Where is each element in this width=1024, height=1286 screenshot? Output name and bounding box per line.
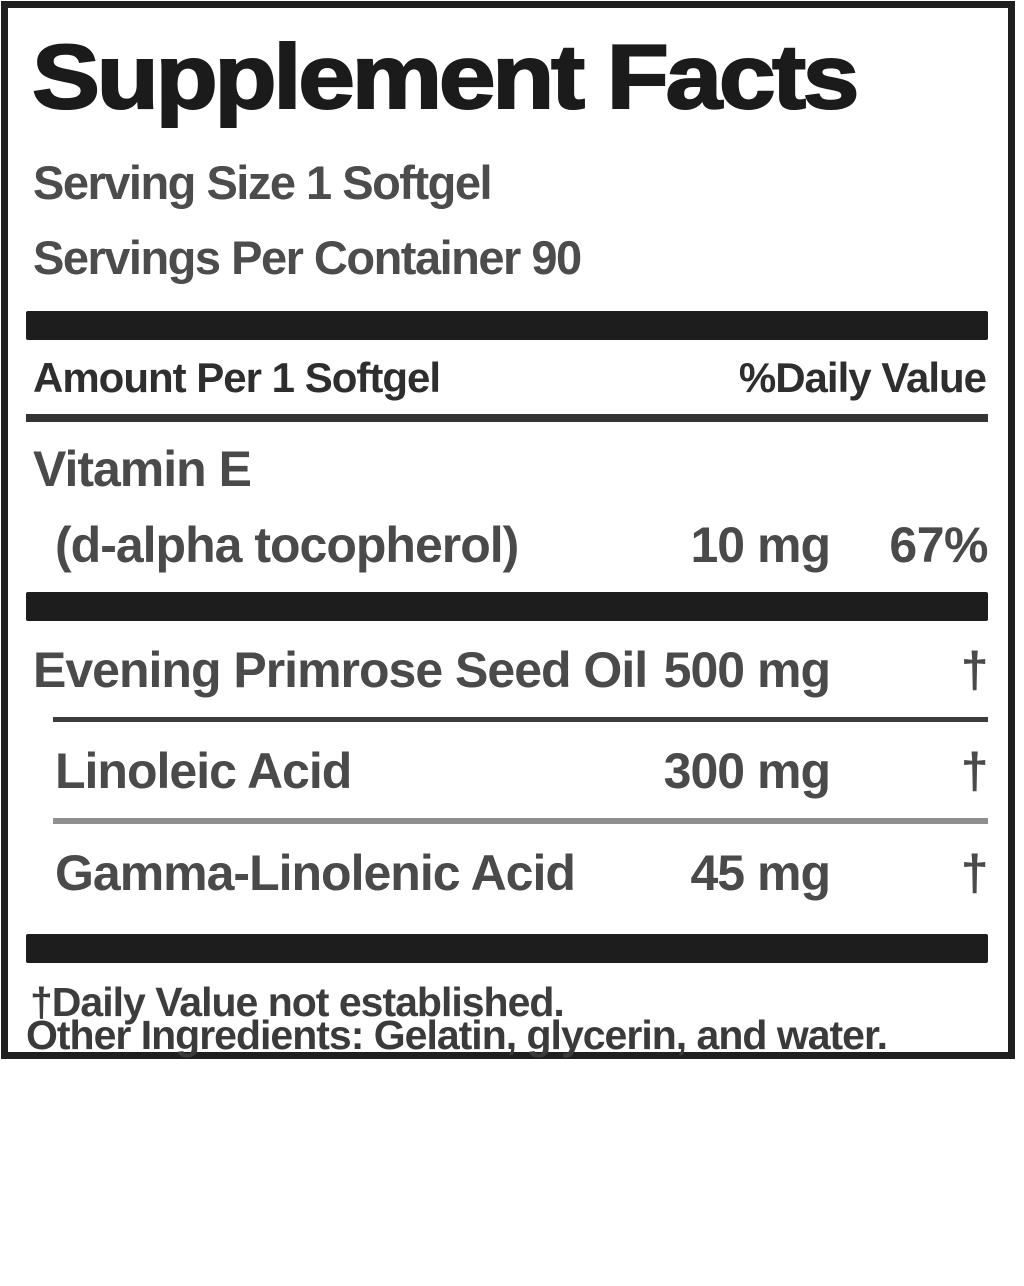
nutrient-name: Vitamin E (33, 441, 252, 497)
header-underline-rule (26, 414, 988, 422)
nutrient-name: Linoleic Acid (55, 743, 352, 799)
servings-per-container-line: Servings Per Container 90 (33, 231, 582, 284)
nutrient-detail-line: (d-alpha tocopherol) 10 mg 67% (33, 516, 989, 574)
nutrient-daily-value-dagger: † (960, 845, 989, 901)
daily-value-column-header: %Daily Value (738, 354, 987, 401)
nutrient-amount: 10 mg (690, 517, 831, 573)
row-divider (53, 717, 988, 722)
nutrient-amount: 300 mg (663, 743, 831, 799)
nutrient-name: Gamma-Linolenic Acid (55, 845, 576, 901)
nutrient-daily-value: 67% (889, 517, 988, 573)
thick-separator-bar-top (26, 311, 988, 340)
other-ingredients-line: Other Ingredients: Gelatin, glycerin, an… (26, 1012, 888, 1058)
supplement-facts-panel: Supplement Facts Serving Size 1 Softgel … (1, 1, 1015, 1059)
nutrient-subname: (d-alpha tocopherol) (55, 517, 519, 573)
panel-title: Supplement Facts (31, 27, 861, 128)
amount-column-header: Amount Per 1 Softgel (33, 354, 441, 401)
table-row-vitamin-e: Vitamin E (d-alpha tocopherol) 10 mg 67% (33, 441, 989, 574)
column-header-row: Amount Per 1 Softgel %Daily Value (26, 354, 988, 402)
serving-size-line: Serving Size 1 Softgel (33, 156, 493, 209)
row-divider-light (53, 818, 988, 824)
table-row-evening-primrose: Evening Primrose Seed Oil 500 mg † (33, 621, 989, 717)
nutrient-name: Evening Primrose Seed Oil (33, 642, 648, 698)
daily-value-footnote: †Daily Value not established. (30, 979, 565, 1025)
nutrient-amount: 500 mg (663, 642, 831, 698)
nutrient-amount: 45 mg (690, 845, 831, 901)
thick-separator-bar-middle (26, 592, 988, 621)
thick-separator-bar-bottom (26, 934, 988, 963)
nutrient-daily-value-dagger: † (960, 743, 989, 799)
table-row-linoleic-acid: Linoleic Acid 300 mg † (33, 722, 989, 818)
nutrient-daily-value-dagger: † (960, 642, 989, 698)
table-row-gamma-linolenic-acid: Gamma-Linolenic Acid 45 mg † (33, 824, 989, 920)
